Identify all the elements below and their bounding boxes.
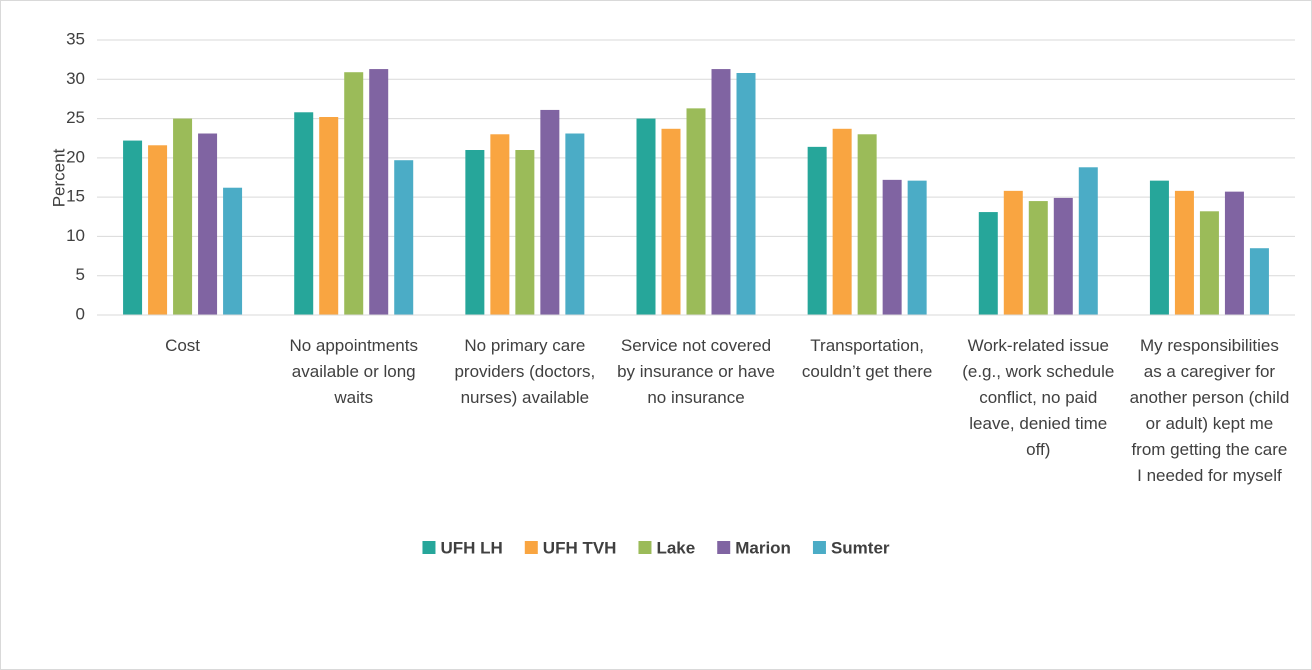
bar [882, 179, 902, 315]
bar [736, 73, 756, 315]
bar [1078, 167, 1098, 315]
y-tick-label: 30 [66, 69, 85, 88]
bar [123, 140, 143, 315]
x-tick-label: No primary care providers (doctors, nurses… [454, 336, 595, 407]
bar [1174, 190, 1194, 315]
legend: UFH LH UFH TVH Lake Marion Sumter [422, 538, 890, 557]
bar [711, 69, 731, 315]
legend-swatch [717, 541, 731, 554]
bar [857, 134, 877, 315]
x-tick-label: Work-related issue (e.g., work schedule co… [962, 336, 1114, 459]
x-tick-label: Cost [165, 336, 200, 355]
legend-label: Marion [735, 538, 791, 557]
bar [369, 69, 389, 315]
bar [515, 150, 535, 315]
y-tick-label: 5 [76, 265, 85, 284]
bar [686, 108, 706, 315]
bar [1224, 191, 1244, 315]
bar [198, 133, 218, 315]
bar [1003, 190, 1023, 315]
y-tick-label: 20 [66, 147, 85, 166]
y-tick-label: 10 [66, 226, 85, 245]
legend-swatch [422, 541, 436, 554]
bar [978, 212, 998, 315]
y-tick-label: 35 [66, 29, 85, 48]
y-tick-label: 25 [66, 108, 85, 127]
x-tick-label: My responsibilities as a caregiver for ano… [1130, 336, 1290, 485]
bar [294, 112, 314, 316]
x-tick-label: Service not covered by insurance or have n… [617, 336, 775, 407]
legend-label: Sumter [831, 538, 890, 557]
bar [1199, 211, 1219, 315]
bar [344, 72, 364, 315]
y-tick-label: 0 [76, 304, 85, 323]
bar [565, 133, 585, 315]
legend-swatch [638, 541, 652, 554]
bar [1053, 197, 1073, 315]
x-tick-label: No appointments available or long waits [289, 336, 418, 407]
legend-label: UFH LH [440, 538, 502, 557]
bar [148, 145, 168, 315]
legend-swatch [524, 541, 538, 554]
bar [173, 118, 193, 315]
bar [319, 117, 339, 315]
bar [394, 160, 414, 315]
legend-label: UFH TVH [543, 538, 617, 557]
bar [465, 150, 485, 315]
legend-label: Lake [656, 538, 695, 557]
bar [1249, 248, 1269, 315]
x-tick-label: Transportation, couldn’t get there [802, 336, 932, 381]
bar [223, 187, 243, 315]
bar [540, 109, 560, 315]
y-axis-title: Percent [49, 148, 68, 207]
bar [490, 134, 510, 315]
y-tick-label: 15 [66, 187, 85, 206]
bar [832, 128, 852, 315]
bar [1028, 201, 1048, 315]
bar [1149, 180, 1169, 315]
bar [807, 146, 827, 315]
bar [636, 118, 656, 315]
bar [907, 180, 927, 315]
bar [661, 128, 681, 315]
legend-swatch [812, 541, 826, 554]
